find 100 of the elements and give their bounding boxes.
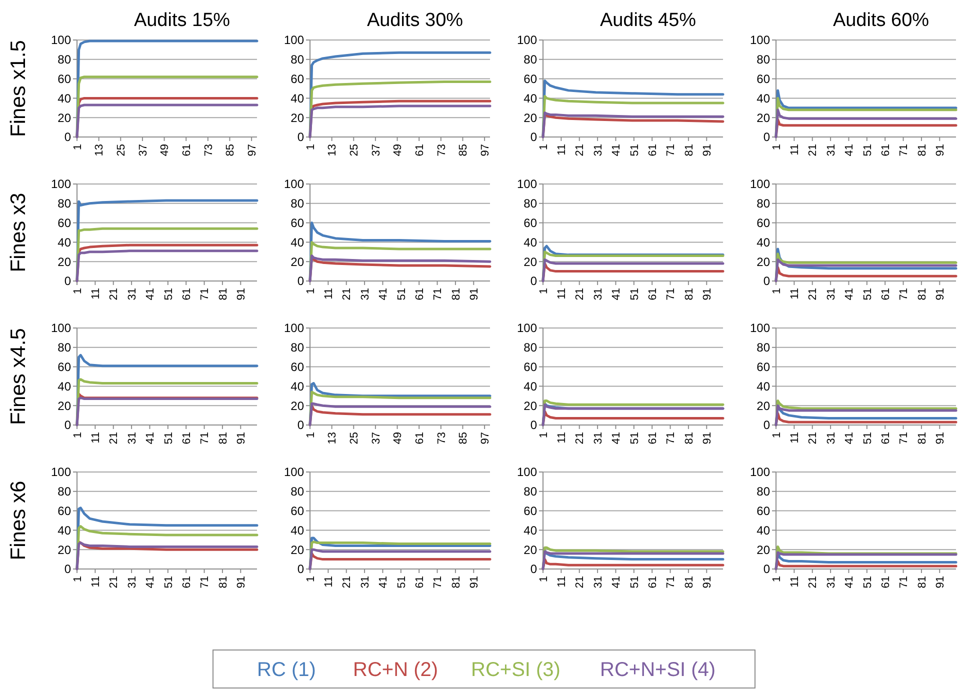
x-tick-label: 51 bbox=[862, 288, 874, 300]
x-tick-label: 1 bbox=[538, 144, 550, 150]
y-tick-label: 0 bbox=[763, 418, 770, 432]
x-tick-label: 81 bbox=[450, 576, 462, 588]
y-tick-label: 80 bbox=[756, 52, 770, 67]
x-tick-label: 91 bbox=[235, 288, 248, 300]
x-tick-label: 71 bbox=[898, 144, 910, 156]
x-tick-label: 1 bbox=[770, 576, 783, 582]
y-tick-label: 40 bbox=[524, 235, 538, 250]
y-tick-label: 60 bbox=[58, 72, 72, 86]
y-tick-label: 20 bbox=[524, 398, 538, 413]
y-tick-label: 40 bbox=[524, 379, 538, 394]
x-tick-label: 81 bbox=[916, 144, 928, 156]
x-tick-label: 21 bbox=[108, 576, 120, 588]
x-tick-label: 41 bbox=[378, 288, 390, 300]
y-tick-label: 60 bbox=[290, 72, 304, 86]
y-tick-label: 0 bbox=[297, 562, 304, 576]
y-tick-label: 60 bbox=[290, 360, 304, 374]
y-tick-label: 80 bbox=[58, 340, 72, 355]
y-tick-label: 20 bbox=[290, 542, 304, 557]
x-tick-label: 61 bbox=[180, 576, 193, 588]
x-tick-label: 1 bbox=[72, 432, 84, 438]
x-tick-label: 85 bbox=[458, 432, 470, 444]
text: RC+N (2) bbox=[353, 659, 438, 681]
x-tick-label: 71 bbox=[432, 288, 444, 300]
y-tick-label: 60 bbox=[756, 72, 770, 86]
x-tick-label: 51 bbox=[628, 432, 641, 444]
x-tick-label: 81 bbox=[450, 288, 462, 300]
y-tick-label: 20 bbox=[290, 398, 304, 413]
y-tick-label: 100 bbox=[516, 33, 538, 48]
y-tick-label: 60 bbox=[756, 216, 770, 230]
x-tick-label: 11 bbox=[556, 576, 568, 588]
x-tick-label: 21 bbox=[807, 576, 820, 588]
y-tick-label: 0 bbox=[530, 130, 538, 144]
x-tick-label: 31 bbox=[825, 576, 838, 588]
y-tick-label: 40 bbox=[290, 523, 304, 538]
x-tick-label: 11 bbox=[556, 288, 568, 300]
x-tick-label: 37 bbox=[137, 144, 150, 156]
y-tick-label: 100 bbox=[50, 321, 72, 336]
x-tick-label: 61 bbox=[646, 288, 659, 300]
x-tick-label: 97 bbox=[479, 432, 492, 444]
x-tick-label: 49 bbox=[392, 432, 404, 444]
x-tick-label: 51 bbox=[862, 432, 874, 444]
x-tick-label: 11 bbox=[789, 144, 802, 156]
x-tick-label: 51 bbox=[628, 288, 641, 300]
y-axis-title: Fines x6 bbox=[7, 480, 30, 560]
text: RC+SI (3) bbox=[471, 659, 560, 681]
x-tick-label: 71 bbox=[432, 576, 444, 588]
x-tick-label: 41 bbox=[144, 288, 157, 300]
y-tick-label: 0 bbox=[297, 274, 304, 288]
x-tick-label: 91 bbox=[235, 432, 248, 444]
x-tick-label: 61 bbox=[646, 144, 659, 156]
y-tick-label: 40 bbox=[756, 379, 770, 394]
y-tick-label: 20 bbox=[524, 110, 538, 125]
y-tick-label: 40 bbox=[58, 379, 72, 394]
y-tick-label: 80 bbox=[58, 52, 72, 67]
x-tick-label: 1 bbox=[770, 144, 783, 150]
x-tick-label: 71 bbox=[665, 288, 678, 300]
y-tick-label: 80 bbox=[58, 484, 72, 499]
text: RC+N+SI (4) bbox=[600, 659, 716, 681]
x-tick-label: 41 bbox=[610, 576, 623, 588]
y-tick-label: 60 bbox=[58, 360, 72, 374]
x-tick-label: 51 bbox=[862, 576, 874, 588]
x-tick-label: 41 bbox=[610, 432, 623, 444]
x-tick-label: 1 bbox=[72, 288, 84, 294]
y-tick-label: 60 bbox=[524, 216, 538, 230]
x-tick-label: 37 bbox=[370, 432, 382, 444]
x-tick-label: 41 bbox=[844, 144, 856, 156]
y-tick-label: 20 bbox=[756, 542, 770, 557]
x-tick-label: 37 bbox=[370, 144, 382, 156]
y-tick-label: 60 bbox=[58, 504, 72, 518]
y-tick-label: 40 bbox=[756, 235, 770, 250]
y-tick-label: 20 bbox=[290, 254, 304, 269]
x-tick-label: 31 bbox=[592, 144, 604, 156]
x-tick-label: 61 bbox=[414, 432, 426, 444]
x-tick-label: 51 bbox=[162, 288, 175, 300]
y-axis-title: Fines x4.5 bbox=[7, 328, 30, 425]
y-tick-label: 80 bbox=[290, 340, 304, 355]
y-tick-label: 0 bbox=[297, 130, 304, 144]
x-tick-label: 91 bbox=[701, 576, 714, 588]
y-tick-label: 100 bbox=[50, 177, 72, 192]
y-tick-label: 60 bbox=[756, 360, 770, 374]
y-tick-label: 40 bbox=[290, 379, 304, 394]
y-tick-label: 100 bbox=[516, 465, 538, 480]
x-tick-label: 21 bbox=[108, 432, 120, 444]
y-tick-label: 20 bbox=[756, 110, 770, 125]
x-tick-label: 11 bbox=[323, 576, 336, 588]
y-tick-label: 40 bbox=[290, 235, 304, 250]
y-tick-label: 80 bbox=[290, 196, 304, 211]
y-axis-title: Fines x3 bbox=[7, 192, 30, 272]
y-tick-label: 100 bbox=[284, 465, 304, 480]
x-tick-label: 21 bbox=[341, 288, 354, 300]
x-tick-label: 25 bbox=[348, 144, 360, 156]
x-tick-label: 41 bbox=[378, 576, 390, 588]
x-tick-label: 1 bbox=[538, 288, 550, 294]
y-tick-label: 0 bbox=[763, 130, 770, 144]
y-tick-label: 20 bbox=[58, 254, 72, 269]
y-tick-label: 60 bbox=[524, 504, 538, 518]
x-tick-label: 31 bbox=[825, 288, 838, 300]
y-tick-label: 20 bbox=[290, 110, 304, 125]
